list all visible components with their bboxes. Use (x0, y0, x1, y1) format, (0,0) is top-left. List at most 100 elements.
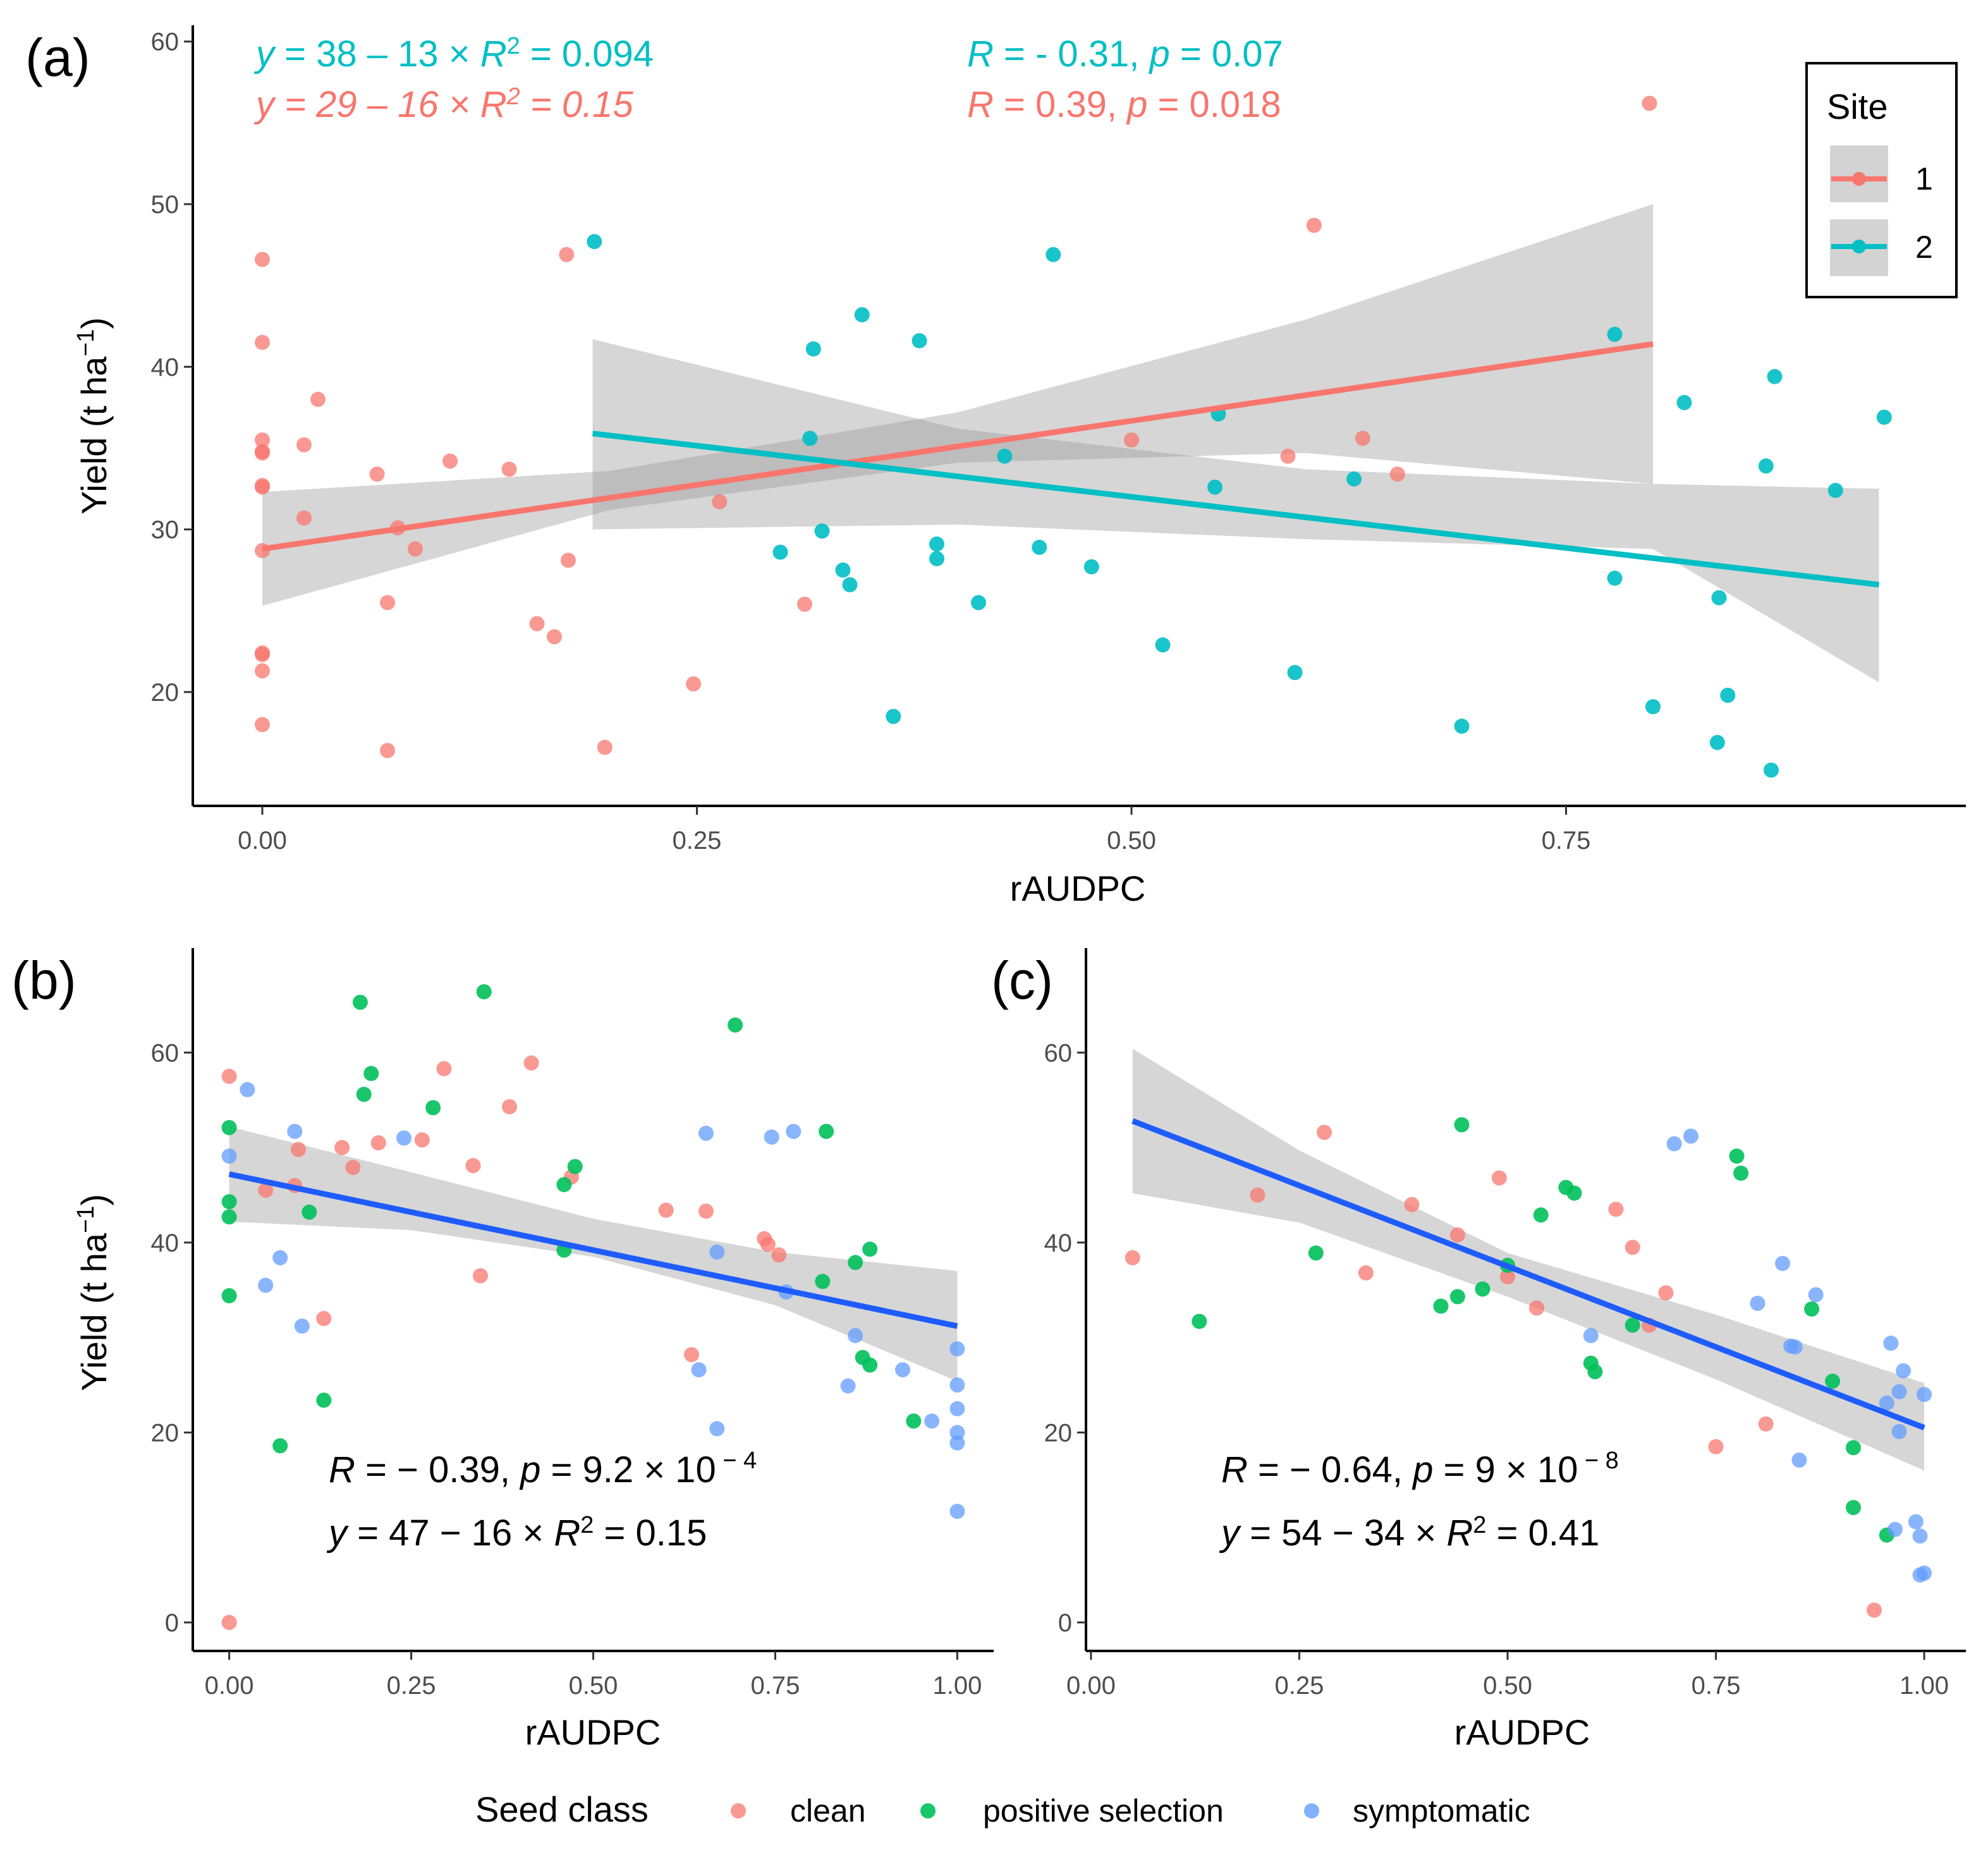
b-r-p: p (519, 1449, 540, 1490)
a-s2-r-r: R (967, 33, 994, 75)
point-b-clean-4 (291, 1142, 306, 1157)
a-s1-r-mid: = 0.39, (994, 84, 1127, 125)
point-b-symptomatic-6 (396, 1130, 412, 1146)
point-c-symptomatic-5 (1775, 1255, 1790, 1271)
point-a-2-0 (587, 234, 602, 250)
point-b-positive-selection-15 (728, 1017, 743, 1033)
point-b-symptomatic-1 (240, 1081, 255, 1097)
point-c-symptomatic-14 (1887, 1521, 1903, 1537)
point-a-2-34 (1764, 762, 1779, 778)
b-eq-main: = 47 − 16 × (347, 1513, 554, 1554)
xtick-label-c-1: 0.25 (1275, 1672, 1324, 1700)
panel-b-y-label-close: ) (74, 1194, 114, 1206)
point-c-symptomatic-15 (1908, 1514, 1924, 1530)
a-s2-eq-sup: 2 (507, 33, 520, 59)
point-c-symptomatic-12 (1896, 1363, 1912, 1379)
point-a-1-31 (1280, 448, 1296, 464)
point-b-symptomatic-11 (764, 1129, 779, 1145)
point-b-clean-21 (771, 1247, 787, 1263)
panel-c-equation: y = 54 − 34 × R2 = 0.41 (1219, 1512, 1599, 1554)
b-r-mid: = − 0.39, (355, 1449, 520, 1490)
point-a-1-33 (1355, 430, 1370, 446)
b-eq-sup: 2 (580, 1512, 594, 1538)
panel-b-y-label: Yield (t ha−1) (73, 1194, 114, 1391)
point-b-clean-17 (684, 1347, 699, 1363)
point-b-symptomatic-3 (272, 1250, 288, 1265)
b-r-sup: − 4 (716, 1447, 757, 1474)
point-a-1-20 (442, 453, 458, 469)
point-b-symptomatic-8 (698, 1126, 714, 1141)
point-a-1-17 (380, 743, 395, 758)
point-a-2-17 (1083, 559, 1099, 575)
point-c-clean-2 (1317, 1124, 1332, 1140)
point-c-clean-6 (1491, 1170, 1507, 1186)
ytick-label-b-1: 20 (151, 1419, 180, 1447)
point-a-1-27 (686, 676, 701, 691)
point-a-2-4 (912, 333, 927, 349)
point-a-1-15 (369, 466, 385, 482)
point-a-1-13 (296, 510, 312, 526)
ytick-label-b-3: 60 (151, 1039, 180, 1067)
panel-b: (b) 0.00 0.25 0.50 0.75 1.00 0 20 40 60 rAUDPC Y… (11, 948, 994, 1752)
fit-band-a-site-1 (262, 204, 1653, 606)
xtick-label-b-1: 0.25 (387, 1672, 436, 1700)
ytick-label-a-1: 30 (151, 516, 180, 544)
xtick-label-a-3: 0.75 (1542, 827, 1591, 855)
a-s1-eq-main: = 29 – 16 × (274, 84, 480, 125)
point-b-symptomatic-23 (949, 1504, 965, 1519)
point-b-clean-9 (414, 1132, 430, 1148)
b-r-r: R (329, 1449, 355, 1490)
point-a-2-9 (1346, 471, 1362, 487)
point-a-1-29 (797, 597, 812, 612)
point-c-clean-8 (1529, 1300, 1545, 1316)
xtick-label-c-0: 0.00 (1066, 1672, 1116, 1700)
point-a-1-28 (712, 494, 728, 509)
point-a-1-21 (501, 461, 517, 477)
point-b-positive-selection-14 (567, 1159, 583, 1174)
xtick-label-b-4: 1.00 (932, 1672, 982, 1700)
point-a-1-24 (559, 247, 575, 262)
ytick-label-c-1: 20 (1044, 1419, 1073, 1447)
legend-label-symptomatic: symptomatic (1353, 1793, 1530, 1829)
c-eq-sup: 2 (1473, 1512, 1486, 1538)
point-b-symptomatic-15 (848, 1328, 863, 1344)
seed-class-legend: Seed class clean positive selection symp… (475, 1789, 1530, 1829)
point-b-positive-selection-11 (476, 984, 492, 1000)
fit-line-a-site-1 (262, 341, 1654, 552)
point-a-2-32 (1645, 699, 1661, 715)
panel-b-x-label: rAUDPC (525, 1712, 661, 1752)
point-a-2-24 (1676, 394, 1692, 410)
point-b-clean-11 (465, 1158, 481, 1174)
a-s1-r-r: R (967, 84, 994, 125)
panel-a-site2-equation: y = 38 – 13 × R2 = 0.094 (253, 33, 654, 75)
a-s1-r-tail: = 0.018 (1147, 84, 1281, 125)
xtick-label-a-2: 0.50 (1107, 827, 1156, 855)
b-eq-r: R (554, 1513, 580, 1554)
point-b-positive-selection-2 (221, 1209, 237, 1225)
a-s1-r-p: p (1126, 84, 1147, 125)
point-c-positive-selection-18 (1846, 1500, 1861, 1516)
legend-a-title: Site (1827, 87, 1888, 126)
point-a-2-29 (1607, 570, 1623, 586)
panel-b-equation: y = 47 − 16 × R2 = 0.15 (326, 1512, 707, 1554)
panel-label-c: (c) (991, 951, 1053, 1010)
point-a-2-3 (854, 307, 870, 322)
xtick-label-b-0: 0.00 (205, 1672, 254, 1700)
point-a-2-28 (1827, 482, 1843, 498)
point-c-symptomatic-16 (1912, 1528, 1928, 1544)
panel-c-points (1125, 1117, 1932, 1618)
point-b-positive-selection-22 (906, 1413, 922, 1429)
a-s1-eq-r: R (480, 84, 507, 125)
point-c-positive-selection-16 (1825, 1373, 1841, 1389)
panel-b-ticks: 0.00 0.25 0.50 0.75 1.00 0 20 40 60 (151, 1039, 982, 1700)
panel-a-x-label: rAUDPC (1010, 868, 1146, 908)
point-a-1-2 (255, 432, 270, 448)
point-c-clean-13 (1708, 1439, 1724, 1454)
point-b-symptomatic-5 (294, 1318, 310, 1334)
point-c-positive-selection-0 (1192, 1313, 1207, 1329)
xtick-label-b-2: 0.50 (569, 1672, 618, 1700)
point-a-2-1 (805, 341, 821, 356)
point-a-2-22 (1454, 718, 1470, 734)
legend-a-key-dot-1 (1852, 172, 1866, 186)
point-c-symptomatic-8 (1808, 1287, 1824, 1303)
